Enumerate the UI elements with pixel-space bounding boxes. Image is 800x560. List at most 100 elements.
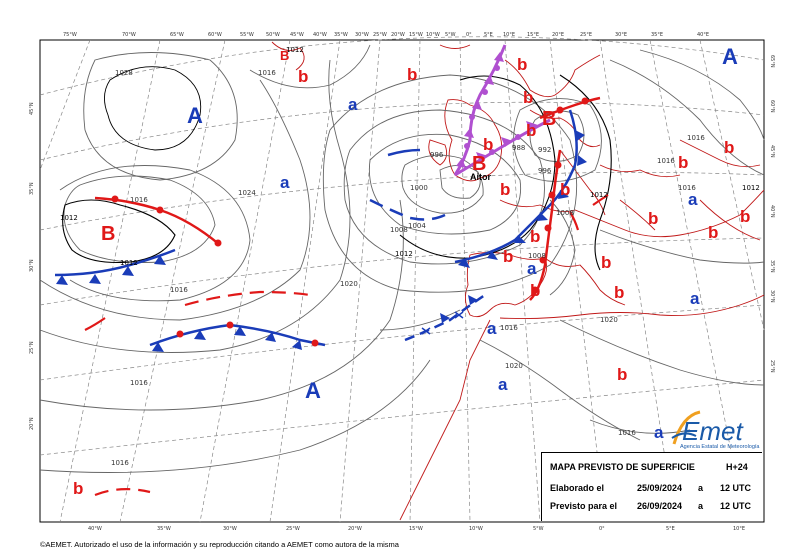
lon-tick: 10°W (469, 526, 483, 532)
warm-front-weak (592, 194, 609, 206)
cold-front-symbols (440, 295, 478, 323)
isobar-label: 1016 (130, 379, 148, 387)
lon-tick: 50°W (266, 32, 280, 38)
lon-tick: 35°W (334, 32, 348, 38)
lon-tick: 30°W (223, 526, 237, 532)
low-pressure-centers: B B B B Aitor (101, 48, 556, 245)
lat-tick: 35°N (769, 260, 775, 273)
isobar-label: 1020 (600, 316, 618, 324)
low-center: B (472, 153, 486, 175)
warm-front-weak (84, 317, 106, 331)
lon-tick: 0° (466, 32, 472, 38)
relative-low: b (708, 223, 718, 242)
elaborated-time: 12 UTC (720, 483, 752, 493)
lat-tick: 30°N (29, 259, 35, 272)
lon-tick: 5°W (445, 32, 456, 38)
lon-tick: 40°E (697, 32, 709, 38)
isobar-label: 996 (538, 167, 552, 175)
lon-tick: 30°W (355, 32, 369, 38)
lat-tick: 45°N (769, 145, 775, 158)
relative-low: b (678, 153, 688, 172)
cold-front-symbols (458, 130, 587, 268)
lat-tick: 20°N (29, 417, 35, 430)
lon-tick: 75°W (63, 32, 77, 38)
relative-high: a (280, 173, 290, 192)
relative-low: b (407, 65, 417, 84)
forecast-date: 26/09/2024 (637, 501, 683, 511)
lat-tick: 45°N (29, 102, 35, 115)
lon-tick: 70°W (122, 32, 136, 38)
lon-tick: 55°W (240, 32, 254, 38)
aemet-logo-subtitle: Agencia Estatal de Meteorología (680, 444, 760, 450)
isobar-label: 1016 (618, 429, 636, 437)
warm-front-weak (569, 211, 580, 231)
isobars-1012 (62, 74, 612, 271)
isobar-label: 1012 (590, 191, 608, 199)
aemet-logo: Emet Agencia Estatal de Meteorología (670, 408, 765, 453)
isobar-values: 1028 1024 1020 1020 1016 1016 1016 1016 … (60, 46, 760, 467)
relative-high: a (654, 423, 664, 442)
relative-low: b (601, 253, 611, 272)
isobar-label: 1016 (657, 157, 675, 165)
forecast-at: a (698, 501, 704, 511)
lon-tick: 35°E (651, 32, 663, 38)
forecast-info-panel: MAPA PREVISTO DE SUPERFICIE H+24 Elabora… (541, 452, 762, 521)
low-center: B (280, 48, 289, 63)
isobar-label: 1016 (500, 324, 518, 332)
forecast-time: 12 UTC (720, 501, 752, 511)
longitude-ticks-bottom: 40°W 35°W 30°W 25°W 20°W 15°W 10°W 5°W 0… (88, 526, 745, 532)
relative-low: b (617, 365, 627, 384)
isobar-label: 992 (538, 146, 551, 154)
lon-tick: 5°E (666, 526, 675, 532)
isobar-label: 1012 (120, 259, 138, 267)
relative-low: b (523, 88, 533, 107)
lat-tick: 65°N (769, 55, 775, 68)
isobar-label: 1000 (410, 184, 428, 192)
fronts (54, 44, 609, 497)
relative-low: b (724, 138, 734, 157)
occluded-front-symbols (456, 52, 538, 168)
lon-tick: 10°E (733, 526, 745, 532)
isobar-label: 1028 (115, 69, 133, 77)
elaborated-date: 25/09/2024 (637, 483, 683, 493)
relative-low: b (73, 479, 83, 498)
warm-front-symbols (176, 321, 319, 347)
map-frame (39, 39, 765, 523)
isobar-label: 1016 (687, 134, 705, 142)
warm-front-weak (94, 488, 151, 497)
relative-low: b (500, 180, 510, 199)
cold-front (54, 248, 176, 277)
isobar-label: 1012 (60, 214, 78, 222)
lon-tick: 20°E (552, 32, 564, 38)
cold-front-symbols (152, 326, 302, 352)
lon-tick: 5°E (484, 32, 493, 38)
isobar-label: 1004 (408, 222, 426, 230)
relative-low: b (614, 283, 624, 302)
lat-tick: 35°N (29, 182, 35, 195)
high-center: A (722, 44, 738, 69)
lat-tick: 25°N (769, 360, 775, 373)
relative-high: a (487, 319, 497, 338)
longitude-ticks-top: 75°W 70°W 65°W 60°W 55°W 50°W 45°W 40°W … (63, 32, 709, 38)
relative-low: b (648, 209, 658, 228)
isobar-label: 1016 (678, 184, 696, 192)
lon-tick: 25°W (373, 32, 387, 38)
lat-tick: 25°N (29, 341, 35, 354)
latitude-ticks-right: 65°N 60°N 45°N 40°N 35°N 30°N 25°N (769, 55, 775, 373)
relative-low: b (298, 67, 308, 86)
warm-front-weak (184, 290, 311, 307)
warm-front-symbols (111, 195, 222, 247)
lon-tick: 10°W (426, 32, 440, 38)
lon-tick: 20°W (348, 526, 362, 532)
isobar-label: 1020 (340, 280, 358, 288)
lon-tick: 25°W (286, 526, 300, 532)
relative-low: b (740, 207, 750, 226)
lon-tick: 40°W (88, 526, 102, 532)
low-center: B (542, 108, 556, 130)
high-pressure-centers: A A A (187, 44, 738, 403)
isobar-label: 1016 (170, 286, 188, 294)
warm-front (529, 149, 562, 301)
relative-high: a (348, 95, 358, 114)
isobar-label: 1008 (556, 209, 574, 217)
